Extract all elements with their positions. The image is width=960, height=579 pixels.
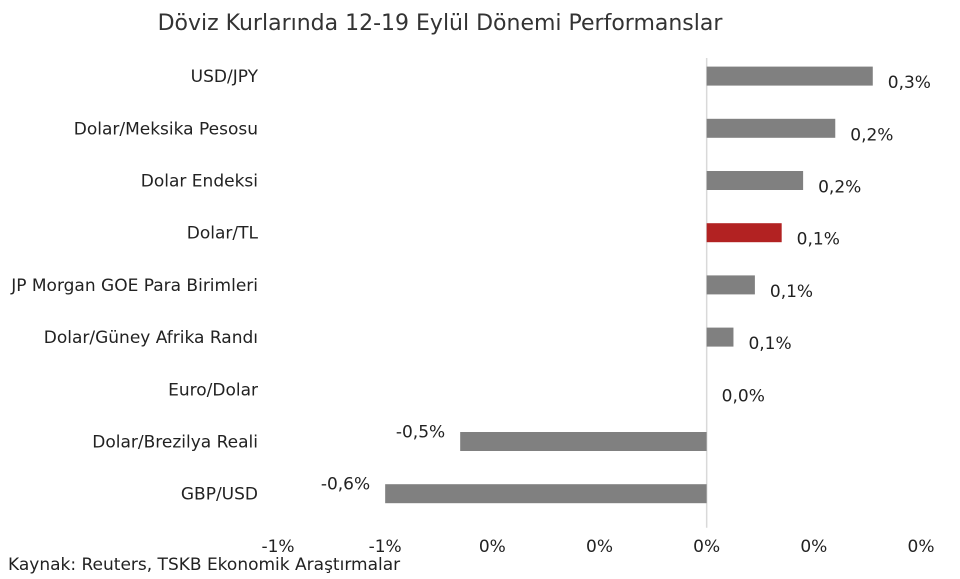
bar — [385, 484, 707, 504]
bar — [706, 66, 873, 86]
category-label: JP Morgan GOE Para Birimleri — [10, 276, 258, 296]
bar — [706, 171, 804, 190]
category-label: Dolar/Brezilya Reali — [92, 433, 258, 453]
x-tick-label: 0% — [800, 537, 827, 557]
bar — [706, 223, 782, 243]
category-label: Dolar/Meksika Pesosu — [74, 119, 258, 139]
x-tick-label: 0% — [693, 537, 720, 557]
x-tick-label: 0% — [908, 537, 935, 557]
data-label: 0,3% — [888, 73, 931, 93]
bar — [706, 327, 734, 347]
category-label: GBP/USD — [181, 485, 258, 505]
category-label: Euro/Dolar — [168, 380, 258, 400]
category-label: Dolar/TL — [187, 224, 259, 244]
bar — [706, 275, 755, 295]
data-label: 0,0% — [722, 386, 765, 406]
data-label: -0,5% — [396, 423, 445, 443]
category-label: Dolar/Güney Afrika Randı — [44, 328, 258, 348]
bar — [706, 118, 836, 138]
bar — [460, 432, 707, 451]
category-label: Dolar Endeksi — [141, 172, 258, 192]
category-label: USD/JPY — [191, 67, 259, 87]
data-label: 0,1% — [748, 334, 791, 354]
x-tick-label: 0% — [586, 537, 613, 557]
data-label: 0,1% — [797, 230, 840, 250]
plot-area: USD/JPY 0,3% Dolar/Meksika Pesosu 0,2% Dolar… — [10, 58, 934, 557]
source-note: Kaynak: Reuters, TSKB Ekonomik Araştırma… — [8, 555, 400, 575]
x-tick-label: -1% — [369, 537, 402, 557]
data-label: 0,2% — [818, 178, 861, 198]
data-label: 0,1% — [770, 282, 813, 302]
chart-title: Döviz Kurlarında 12-19 Eylül Dönemi Perf… — [158, 11, 724, 36]
x-tick-label: -1% — [261, 537, 294, 557]
data-label: -0,6% — [321, 475, 370, 495]
x-tick-label: 0% — [479, 537, 506, 557]
data-label: 0,2% — [850, 125, 893, 145]
